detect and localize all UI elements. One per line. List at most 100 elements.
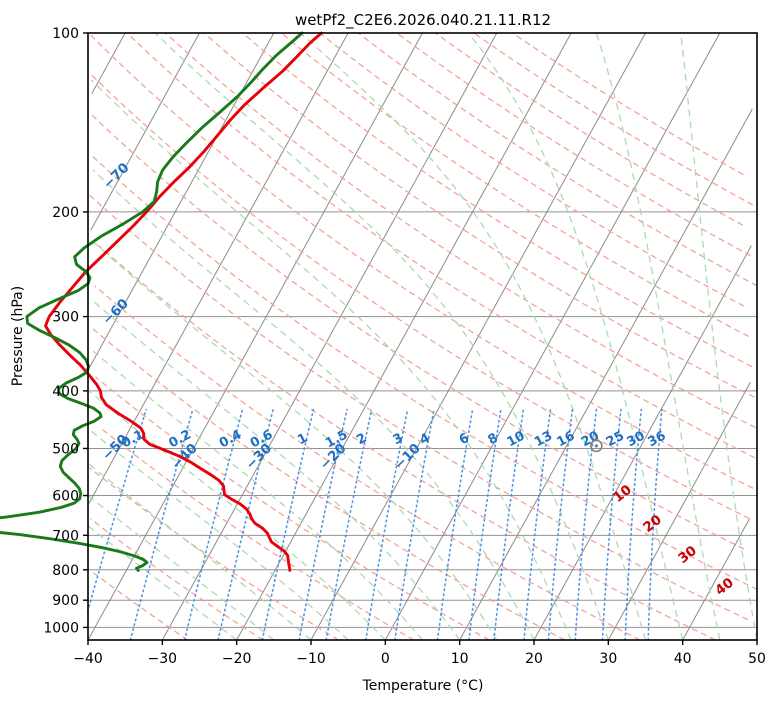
dry-adiabat-10 — [95, 376, 490, 641]
curve-dewpoint — [0, 31, 304, 572]
y-axis-label: Pressure (hPa) — [10, 286, 26, 386]
axis-layer: −40 −30 −20 −10 0 10 20 30 40 50 100 200 300 400 500 60… — [43, 26, 766, 667]
mixing-ratio-0.1 — [86, 408, 147, 613]
dry-adiabat-40 — [97, 244, 716, 641]
dry-adiabat-0 — [99, 427, 415, 641]
mixing-ratio-13 — [523, 408, 552, 641]
isotherm--80 — [91, 32, 126, 94]
isotherm-0 — [384, 32, 721, 641]
mixing-ratio-1.5 — [298, 408, 348, 641]
y-tick-label-700: 700 — [52, 528, 79, 544]
mixing-ratio-6 — [436, 408, 474, 641]
dry-adiabat-190 — [473, 32, 754, 206]
y-tick-label-100: 100 — [52, 26, 79, 42]
dry-adiabat-150 — [319, 32, 745, 307]
dry-adiabat-180 — [434, 32, 744, 226]
mixing-ratio-16 — [547, 408, 574, 641]
dry-adiabat-170 — [396, 32, 751, 257]
moist-adiabat--15 — [87, 495, 275, 641]
mixing-ratio-10 — [493, 408, 525, 641]
mixing-ratio-label-16: 16 — [554, 429, 577, 451]
lcl-marker — [590, 439, 603, 453]
mixing-ratio-2 — [325, 408, 373, 641]
grid-layer — [86, 32, 758, 641]
mixing-ratio-25 — [601, 408, 622, 641]
y-tick-label-900: 900 — [52, 593, 79, 609]
moist-adiabat-25 — [90, 79, 572, 641]
moist-adiabat--10 — [87, 463, 312, 641]
mixing-ratio-30 — [624, 408, 643, 641]
dry-adiabat-110 — [165, 32, 756, 429]
mixing-ratio-0.2 — [129, 408, 194, 641]
dry-adiabat-80 — [89, 73, 750, 520]
y-tick-label-200: 200 — [52, 205, 79, 221]
x-tick-label-20: 20 — [525, 651, 543, 667]
dry-adiabat-160 — [357, 32, 758, 287]
y-tick-label-1000: 1000 — [43, 620, 79, 636]
moist-adiabat-15 — [93, 241, 498, 641]
mixing-ratio-label-30: 30 — [625, 429, 648, 451]
isotherm-20 — [533, 245, 752, 641]
dry-adiabat-60 — [90, 153, 758, 591]
isotherm-40 — [682, 518, 751, 641]
dry-adiabat-130 — [242, 32, 753, 368]
mixing-ratio-36 — [647, 408, 663, 641]
x-tick-label--20: −20 — [222, 651, 252, 667]
mixing-ratio-3 — [364, 408, 409, 641]
mixing-ratio-label-10: 10 — [505, 429, 528, 451]
mixing-ratio-label-25: 25 — [604, 429, 627, 451]
mixing-ratio-label-13: 13 — [532, 429, 555, 451]
y-tick-label-500: 500 — [52, 441, 79, 457]
moist-adiabat-10 — [90, 298, 461, 641]
dry-adiabat-200 — [512, 32, 744, 176]
isotherm-30 — [607, 381, 751, 641]
moist-adiabat--20 — [87, 525, 238, 641]
moist-adiabat-5 — [90, 348, 423, 641]
moist-adiabat-35 — [300, 32, 647, 641]
isotherm--40 — [87, 32, 423, 641]
data-curves-layer — [0, 31, 603, 572]
x-tick-label-10: 10 — [451, 651, 469, 667]
x-tick-label--30: −30 — [148, 651, 178, 667]
x-tick-label-50: 50 — [748, 651, 766, 667]
dry-adiabat-30 — [94, 285, 641, 641]
isotherm--20 — [236, 32, 572, 641]
dry-adiabat--30 — [88, 568, 189, 641]
moist-adiabat-40 — [468, 32, 684, 641]
x-tick-label-0: 0 — [381, 651, 390, 667]
x-tick-label--40: −40 — [73, 651, 103, 667]
dry-adiabat-140 — [280, 32, 749, 338]
x-axis-label: Temperature (°C) — [362, 678, 484, 694]
page-title: wetPf2_C2E6.2026.040.21.11.R12 — [295, 11, 551, 30]
x-tick-label-40: 40 — [674, 651, 692, 667]
mixing-ratio-20 — [574, 408, 598, 641]
moist-adiabat-0 — [88, 390, 386, 641]
dry-adiabat-90 — [88, 32, 754, 489]
x-tick-label-30: 30 — [599, 651, 617, 667]
dry-adiabat--10 — [89, 467, 339, 641]
y-tick-label-800: 800 — [52, 563, 79, 579]
mixing-ratio-8 — [468, 408, 502, 641]
isotherm--50 — [88, 32, 349, 504]
mixing-ratio-label-36: 36 — [645, 429, 668, 451]
y-tick-label-300: 300 — [52, 310, 79, 326]
x-tick-label--10: −10 — [296, 651, 326, 667]
y-tick-label-600: 600 — [52, 489, 79, 505]
dry-adiabat-120 — [203, 32, 755, 398]
curve-temperature — [44, 31, 323, 572]
moist-adiabat-45 — [595, 32, 721, 641]
mixing-ratio-0.4 — [183, 408, 244, 641]
moist-adiabat-30 — [154, 32, 609, 641]
moist-adiabat--5 — [89, 429, 349, 641]
moist-adiabat-50 — [680, 32, 758, 641]
isotherm--30 — [161, 32, 498, 641]
dry-adiabat-100 — [126, 32, 756, 459]
plot-frame — [87, 32, 758, 641]
y-tick-label-400: 400 — [52, 384, 79, 400]
mixing-ratio-0.6 — [217, 408, 274, 641]
isotherm-10 — [459, 108, 753, 641]
mixing-ratio-4 — [394, 408, 435, 641]
